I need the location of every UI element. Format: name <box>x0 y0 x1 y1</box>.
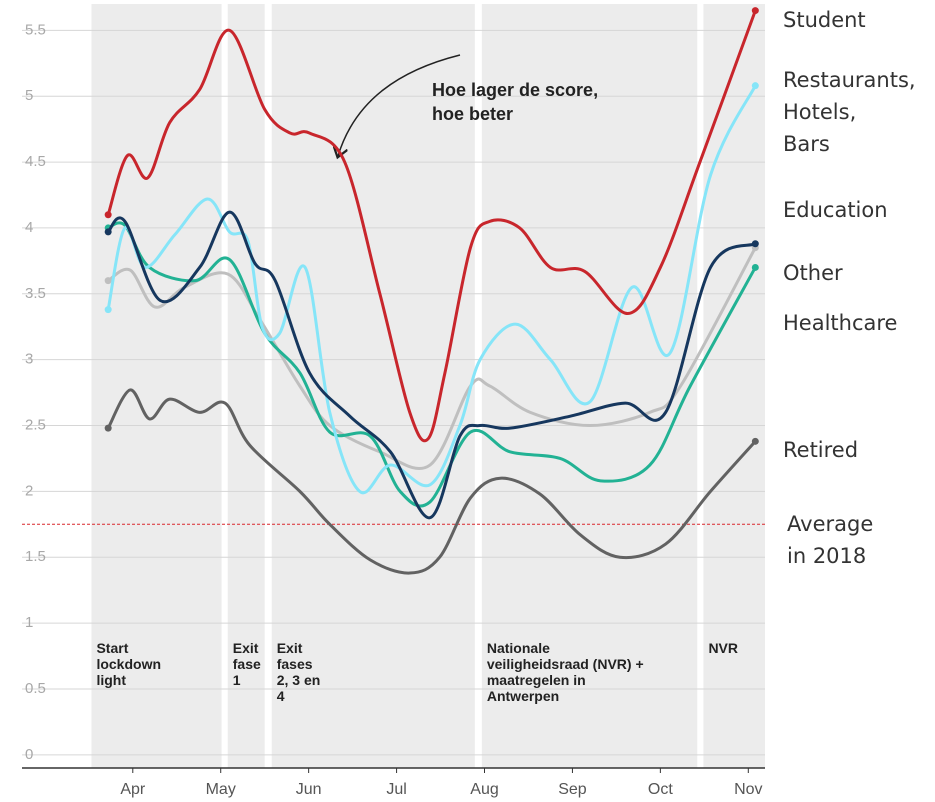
series-line <box>106 388 757 575</box>
series-line <box>107 210 757 520</box>
y-tick-label: 5 <box>25 87 33 104</box>
annotation-arrow <box>338 54 461 156</box>
phase-label: Nationale veiligheidsraad (NVR) + maatre… <box>486 640 644 704</box>
legend-label: Retired <box>783 434 869 466</box>
phase-band <box>703 4 765 768</box>
y-tick-label: 0 <box>25 746 33 763</box>
reference-label: Average in 2018 <box>787 512 874 569</box>
x-tick-label: Nov <box>734 781 762 798</box>
annotation: Hoe lager de score, hoe beter <box>432 80 599 124</box>
end-dot <box>751 240 759 248</box>
x-tick-label: May <box>206 781 236 798</box>
y-tick-label: 3 <box>25 351 33 368</box>
end-dot <box>751 437 759 445</box>
y-tick-label: 2.5 <box>25 416 46 433</box>
y-tick-label: 1.5 <box>25 548 46 565</box>
legend-label: Restaurants, Hotels, Bars <box>783 64 926 160</box>
y-tick-label: 4 <box>25 219 33 236</box>
series-line <box>106 10 757 443</box>
y-tick-label: 1 <box>25 614 33 631</box>
x-tick-label: Oct <box>648 781 673 798</box>
x-tick-label: Sep <box>558 781 587 798</box>
legend-label: Other <box>783 257 853 289</box>
series-line <box>106 84 757 495</box>
series-line <box>107 246 757 471</box>
x-tick-label: Aug <box>470 781 498 798</box>
phase-label: Start lockdown light <box>96 640 162 688</box>
legend-label: Healthcare <box>783 307 908 339</box>
y-tick-label: 0.5 <box>25 680 46 697</box>
x-tick-label: Apr <box>120 781 146 798</box>
x-tick-label: Jul <box>386 781 406 798</box>
end-dot <box>104 306 112 314</box>
phase-label: NVR <box>708 640 738 656</box>
phase-band <box>91 4 222 768</box>
phase-label: Exit fase 1 <box>232 640 261 688</box>
y-tick-label: 4.5 <box>25 153 46 170</box>
phase-band <box>227 4 265 768</box>
y-tick-label: 2 <box>25 482 33 499</box>
phase-band <box>481 4 698 768</box>
end-dot <box>104 228 112 236</box>
end-dot <box>104 211 112 219</box>
phase-label: Exit fases 2, 3 en 4 <box>276 640 321 704</box>
end-dot <box>751 82 759 90</box>
y-tick-label: 3.5 <box>25 285 46 302</box>
series-line <box>107 221 757 508</box>
end-dot <box>104 277 112 285</box>
end-dot <box>751 263 759 271</box>
end-dot <box>751 7 759 15</box>
end-dot <box>104 424 112 432</box>
legend-label: Education <box>783 194 898 226</box>
legend-label: Student <box>783 4 876 36</box>
x-tick-label: Jun <box>296 781 322 798</box>
y-tick-label: 5.5 <box>25 21 46 38</box>
